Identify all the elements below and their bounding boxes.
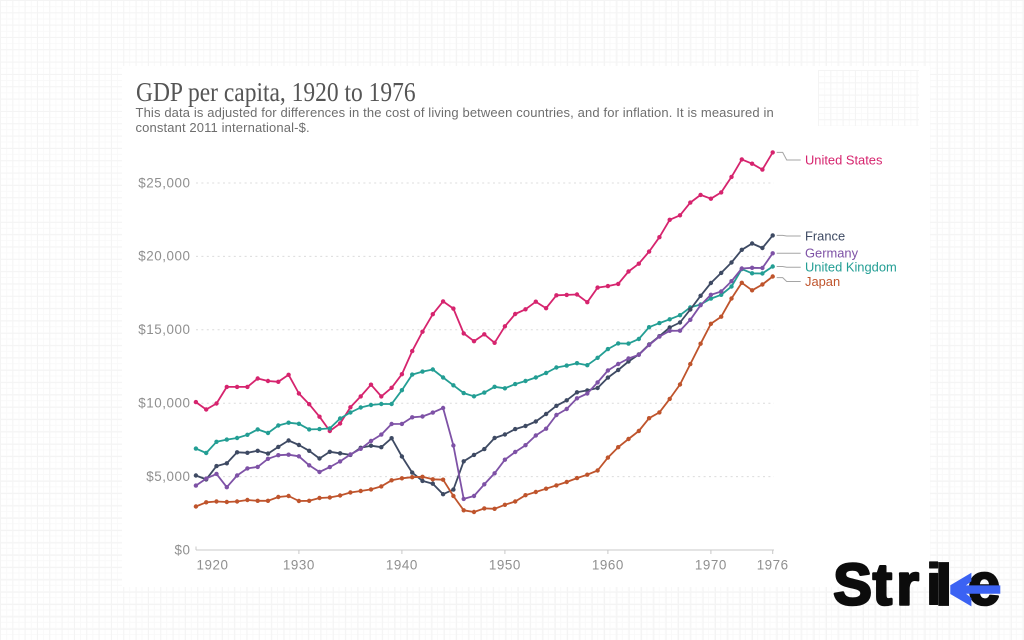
svg-text:United States: United States xyxy=(805,152,882,167)
svg-text:$25,000: $25,000 xyxy=(138,175,190,190)
svg-text:1920: 1920 xyxy=(196,558,228,573)
svg-text:1940: 1940 xyxy=(385,558,417,573)
svg-text:r: r xyxy=(896,553,919,618)
svg-text:$20,000: $20,000 xyxy=(138,249,190,264)
svg-text:S: S xyxy=(833,553,872,618)
svg-text:1930: 1930 xyxy=(282,558,314,573)
svg-text:1970: 1970 xyxy=(694,558,726,573)
svg-text:$10,000: $10,000 xyxy=(138,396,190,411)
svg-text:1960: 1960 xyxy=(591,558,623,573)
svg-text:e: e xyxy=(968,553,1000,618)
svg-text:$0: $0 xyxy=(174,542,190,557)
svg-text:1976: 1976 xyxy=(756,558,788,573)
svg-text:Germany: Germany xyxy=(805,246,859,261)
svg-text:$5,000: $5,000 xyxy=(146,469,190,484)
svg-text:$15,000: $15,000 xyxy=(138,322,190,337)
svg-text:t: t xyxy=(873,553,892,618)
svg-text:Japan: Japan xyxy=(805,274,840,289)
svg-text:France: France xyxy=(805,228,845,243)
svg-text:1950: 1950 xyxy=(488,558,520,573)
svg-text:United Kingdom: United Kingdom xyxy=(805,260,897,275)
svg-text:i: i xyxy=(926,553,942,618)
